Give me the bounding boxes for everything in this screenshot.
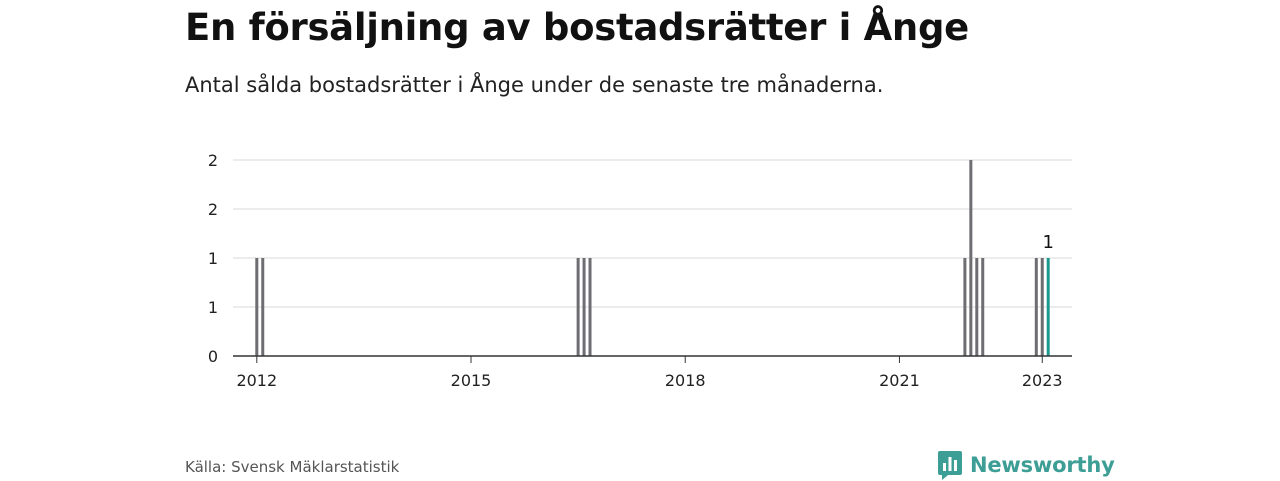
x-tick-label: 2018 <box>665 371 706 390</box>
data-label: 1 <box>1042 232 1053 253</box>
bar <box>582 258 586 356</box>
y-tick-label: 1 <box>208 249 218 268</box>
chart-title: En försäljning av bostadsrätter i Ånge <box>185 6 969 49</box>
x-tick-label: 2012 <box>236 371 277 390</box>
x-tick-label: 2015 <box>451 371 492 390</box>
bar-chart: 0 1 1 2 2 1 2012 2015 2018 2021 2023 <box>208 151 1072 390</box>
bar <box>975 258 979 356</box>
bar <box>969 160 973 356</box>
x-tick-label: 2023 <box>1022 371 1063 390</box>
newsworthy-logo-icon <box>938 451 962 480</box>
bar <box>576 258 580 356</box>
bar <box>963 258 967 356</box>
bar <box>1040 258 1044 356</box>
y-tick-label: 1 <box>208 298 218 317</box>
brand-name: Newsworthy <box>970 453 1115 477</box>
y-tick-label: 2 <box>208 200 218 219</box>
y-tick-label: 0 <box>208 347 218 366</box>
brand-logo[interactable]: Newsworthy <box>937 449 1115 481</box>
highlight-bar <box>1046 258 1050 356</box>
bar <box>1034 258 1038 356</box>
y-tick-label: 2 <box>208 151 218 170</box>
bar <box>255 258 259 356</box>
source-note: Källa: Svensk Mäklarstatistik <box>185 458 400 476</box>
x-tick-label: 2021 <box>879 371 920 390</box>
bar <box>588 258 592 356</box>
bar <box>981 258 985 356</box>
chart-subtitle: Antal sålda bostadsrätter i Ånge under d… <box>185 73 884 97</box>
bar <box>261 258 265 356</box>
